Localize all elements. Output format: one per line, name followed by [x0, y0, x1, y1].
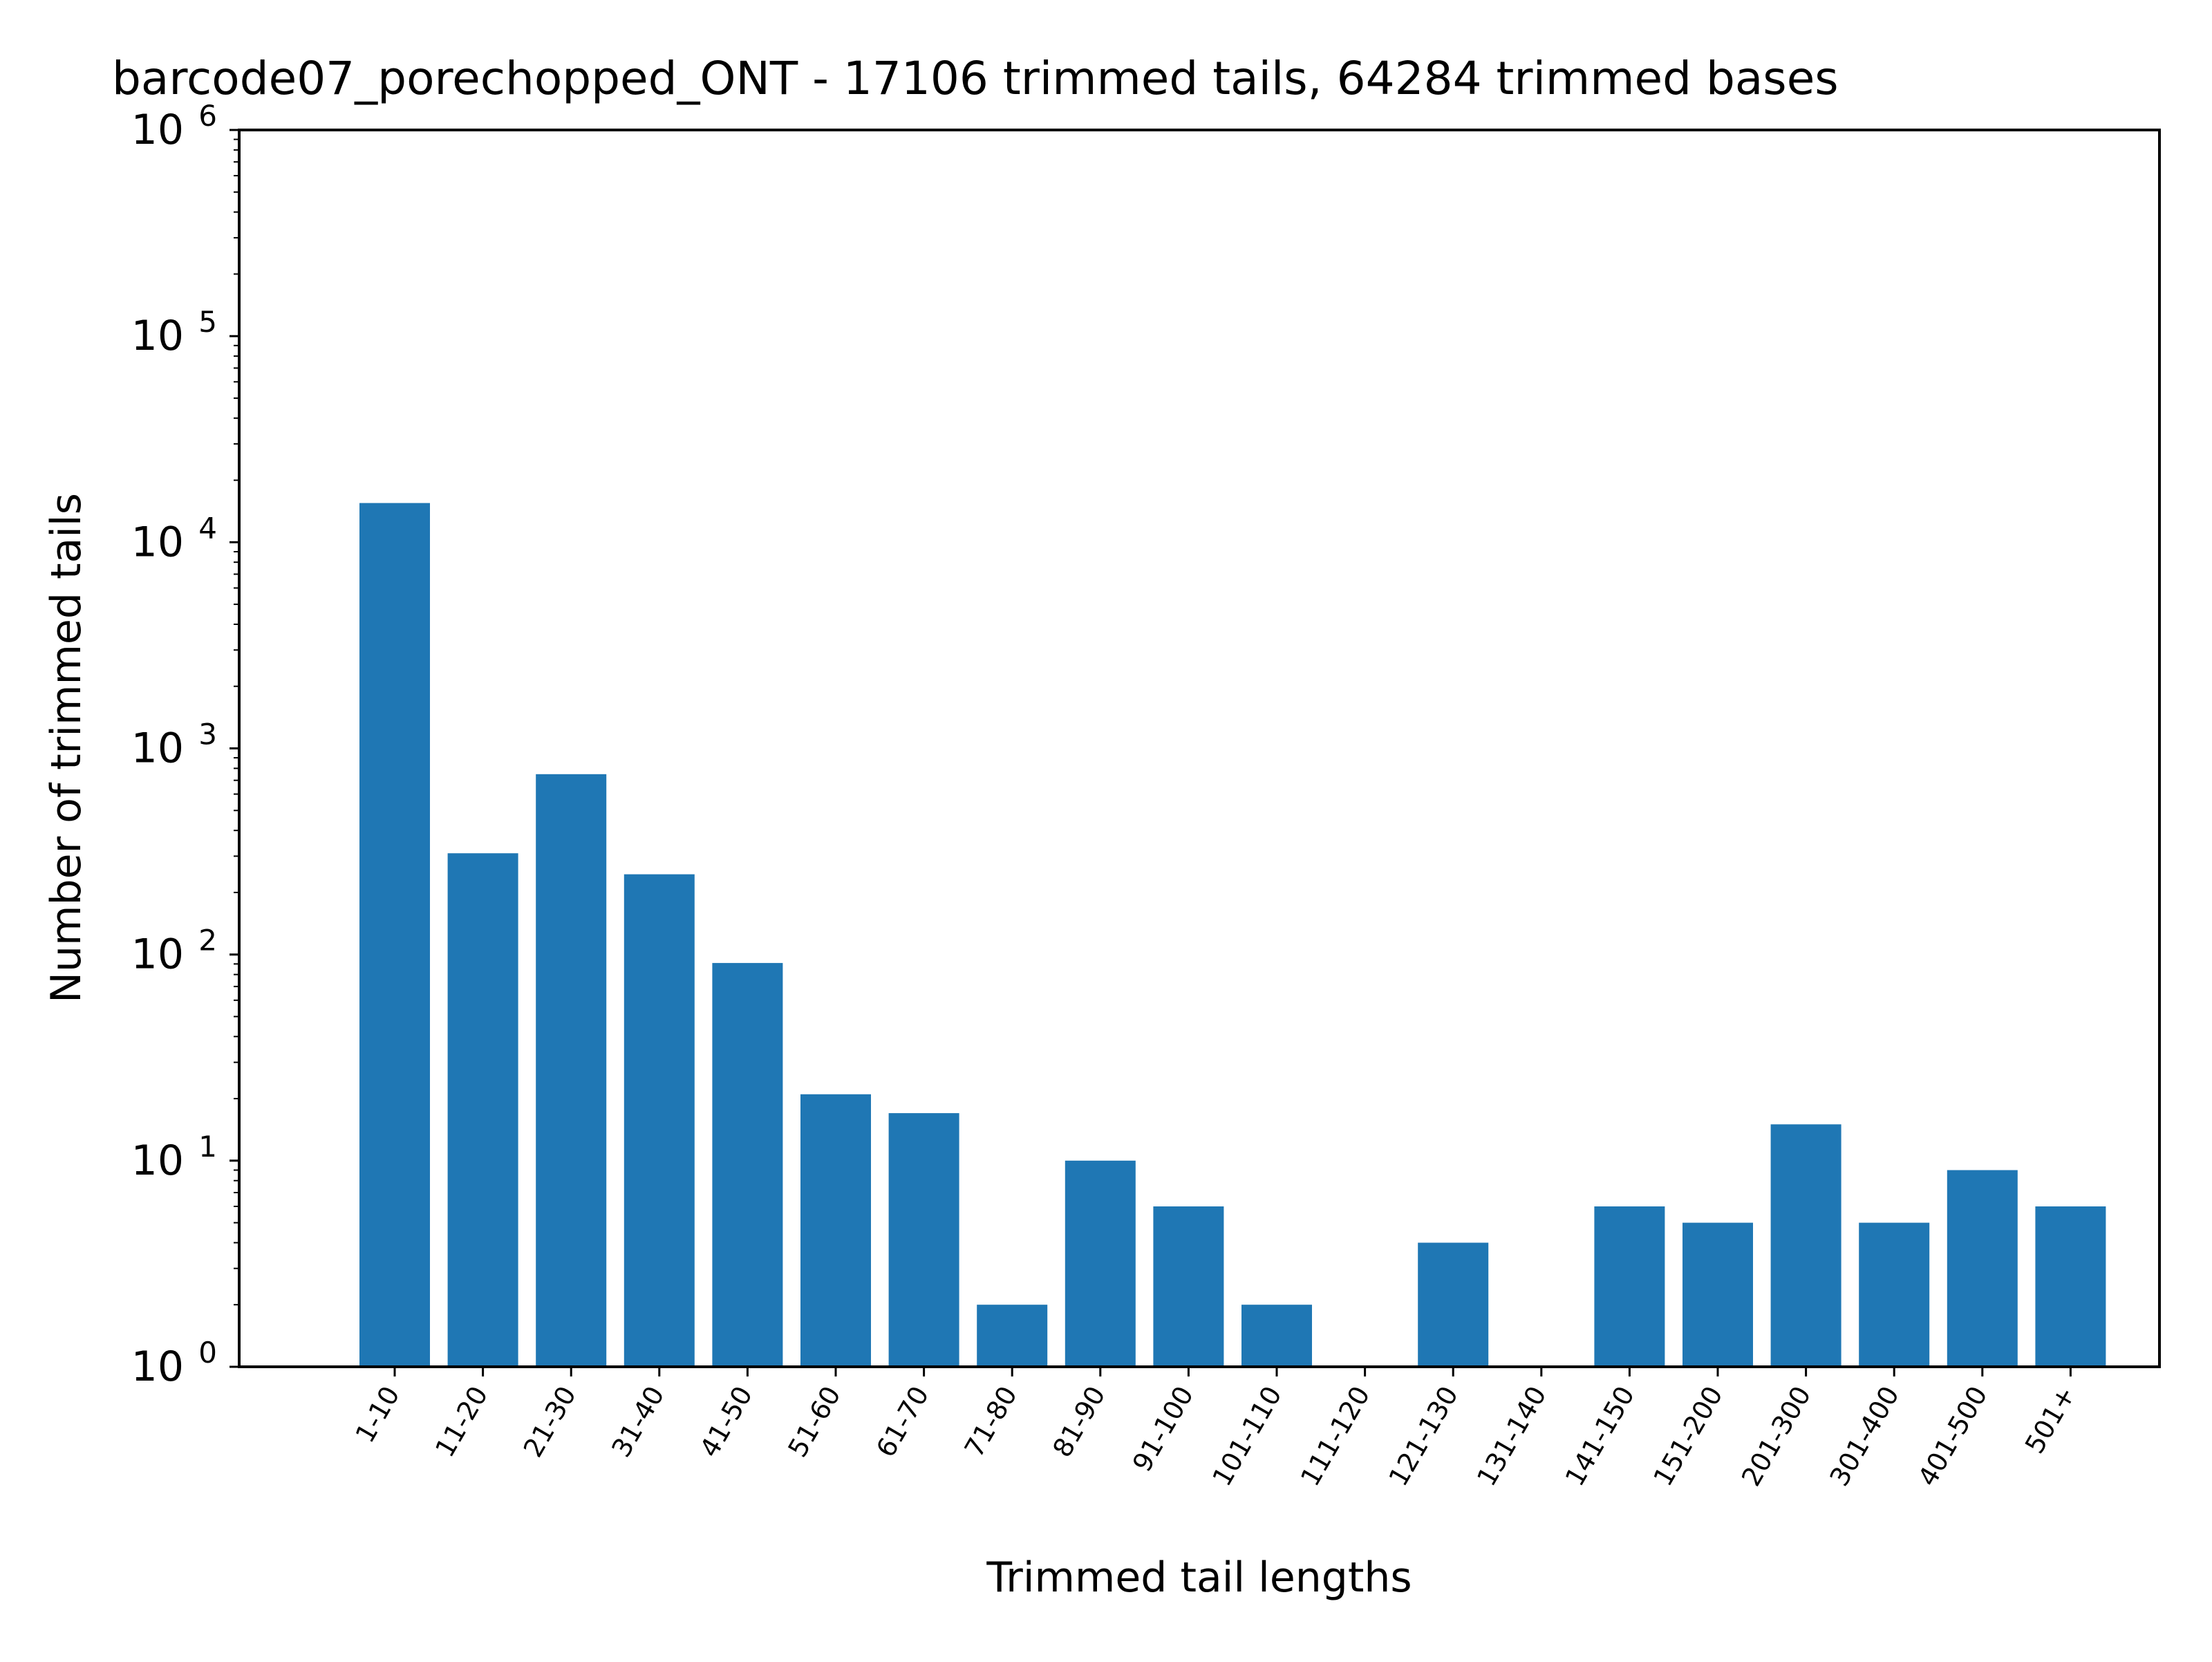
- y-tick-label: 10: [131, 518, 184, 566]
- bar-401-500: [1947, 1170, 2018, 1367]
- bar-11-20: [447, 853, 518, 1367]
- bar-1-10: [359, 503, 430, 1367]
- y-tick-exponent: 2: [198, 924, 217, 958]
- bar-21-30: [536, 774, 607, 1367]
- bar-141-150: [1594, 1206, 1665, 1367]
- plot-frame: [238, 129, 2161, 1368]
- bar-501+: [2035, 1206, 2106, 1367]
- y-tick-label: 10: [131, 931, 184, 979]
- y-tick-label: 10: [131, 106, 184, 154]
- y-axis-label: Number of trimmed tails: [42, 493, 91, 1003]
- bar-51-60: [800, 1094, 871, 1367]
- bars: [359, 503, 2106, 1367]
- y-tick-exponent: 1: [198, 1130, 217, 1164]
- bar-61-70: [888, 1113, 959, 1367]
- x-axis-label: Trimmed tail lengths: [986, 1553, 1412, 1602]
- bar-41-50: [712, 962, 783, 1367]
- y-tick-exponent: 5: [198, 305, 217, 339]
- y-tick-exponent: 0: [198, 1336, 217, 1370]
- bar-201-300: [1770, 1124, 1841, 1367]
- bar-101-110: [1241, 1305, 1312, 1367]
- y-tick-label: 10: [131, 1137, 184, 1185]
- bar-81-90: [1065, 1160, 1136, 1367]
- y-tick-exponent: 3: [198, 718, 217, 751]
- bar-121-130: [1418, 1242, 1489, 1367]
- y-tick-label: 10: [131, 312, 184, 360]
- y-tick-exponent: 6: [198, 99, 217, 133]
- bar-31-40: [624, 874, 695, 1367]
- y-tick-exponent: 4: [198, 511, 217, 545]
- chart-title: barcode07_porechopped_ONT - 17106 trimme…: [112, 52, 1839, 105]
- y-tick-label: 10: [131, 725, 184, 773]
- bar-91-100: [1153, 1206, 1224, 1367]
- bar-301-400: [1859, 1222, 1930, 1367]
- bar-71-80: [977, 1305, 1048, 1367]
- y-tick-label: 10: [131, 1343, 184, 1391]
- bar-151-200: [1683, 1222, 1753, 1367]
